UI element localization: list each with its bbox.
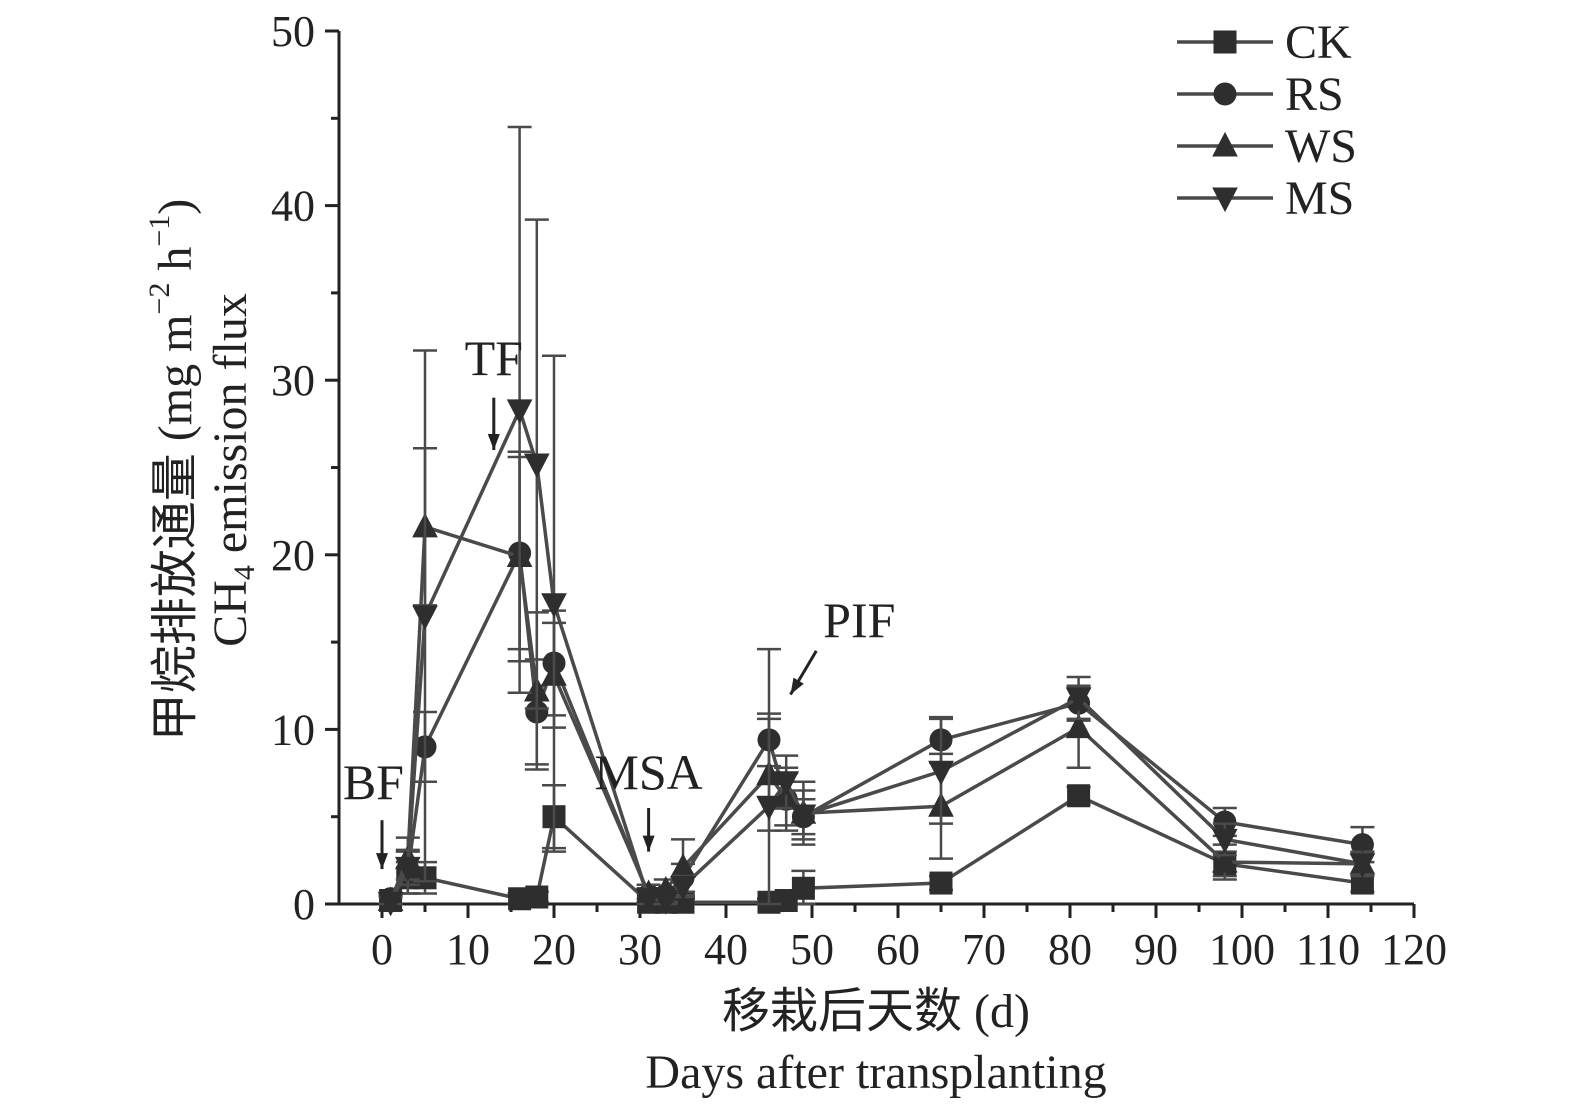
legend-marker bbox=[1213, 30, 1237, 54]
x-tick-label: 120 bbox=[1381, 925, 1447, 974]
data-point-ms bbox=[523, 453, 550, 479]
annotation-msa: MSA bbox=[594, 744, 703, 852]
legend-item-rs: RS bbox=[1177, 68, 1344, 121]
x-tick-label: 80 bbox=[1048, 925, 1092, 974]
legend-item-ms: MS bbox=[1177, 172, 1354, 225]
data-point-ck bbox=[791, 876, 815, 900]
data-point-ms bbox=[928, 760, 954, 786]
y-axis-title-cn: 甲烷排放通量 (mg m−2 h−1) bbox=[143, 199, 202, 742]
annotation-arrowhead bbox=[642, 835, 655, 852]
data-point-ms bbox=[506, 399, 533, 424]
legend-marker bbox=[1212, 187, 1238, 213]
annotation-label: BF bbox=[343, 754, 404, 810]
y-axis-title-cn-text: 甲烷排放通量 (mg m bbox=[149, 315, 202, 742]
y-axis-title-en-rest: emission flux bbox=[204, 293, 257, 565]
data-point-ms bbox=[635, 888, 662, 913]
annotation-bf: BF bbox=[343, 754, 404, 870]
y-axis-title-sup2: −1 bbox=[143, 215, 176, 247]
x-tick-label: 90 bbox=[1134, 925, 1178, 974]
series-layer bbox=[377, 125, 1376, 917]
y-axis-title-close: ) bbox=[149, 199, 202, 215]
x-tick-label: 60 bbox=[876, 925, 920, 974]
y-tick-label: 10 bbox=[271, 705, 315, 754]
data-point-ck bbox=[525, 885, 549, 909]
y-ticks: 0 10 20 30 40 50 bbox=[271, 7, 339, 929]
legend-marker bbox=[1212, 131, 1238, 157]
data-point-ms bbox=[670, 876, 696, 901]
x-tick-label: 0 bbox=[371, 925, 393, 974]
data-point-ms bbox=[1065, 687, 1092, 713]
annotation-arrowhead bbox=[487, 434, 500, 451]
x-tick-label: 110 bbox=[1296, 925, 1360, 974]
x-axis-title-cn: 移栽后天数 (d) bbox=[722, 985, 1030, 1038]
y-tick-label: 40 bbox=[271, 182, 315, 231]
legend-item-ws: WS bbox=[1177, 120, 1357, 173]
y-axis-title-mid: h bbox=[149, 247, 202, 283]
annotation-layer: BF TF MSA PIF bbox=[343, 330, 895, 870]
annotation-tf: TF bbox=[465, 330, 523, 451]
legend-item-ck: CK bbox=[1177, 16, 1352, 69]
annotation-arrowhead bbox=[376, 853, 388, 870]
y-tick-label: 0 bbox=[293, 880, 315, 929]
y-tick-label: 50 bbox=[271, 7, 315, 56]
data-point-ck bbox=[774, 889, 798, 913]
data-point-ms bbox=[541, 593, 567, 618]
x-ticks: 0 10 20 30 40 50 60 70 80 90 100 110 120 bbox=[371, 904, 1447, 974]
annotation-label: TF bbox=[465, 330, 523, 386]
data-point-ms bbox=[412, 605, 438, 630]
annotation-label: MSA bbox=[594, 744, 702, 800]
series-line-rs bbox=[389, 546, 1363, 900]
data-point-ms bbox=[1211, 828, 1238, 854]
data-point-ms bbox=[790, 804, 817, 830]
data-point-ms bbox=[394, 856, 421, 882]
annotation-arrowhead bbox=[790, 677, 804, 695]
x-axis-title-en: Days after transplanting bbox=[645, 1046, 1106, 1099]
y-axis-title-en: CH4 emission flux bbox=[204, 293, 261, 647]
data-point-ck bbox=[1067, 784, 1091, 808]
legend-label: CK bbox=[1285, 16, 1352, 69]
y-axis-title-en-ch: CH bbox=[204, 580, 257, 647]
y-axis-title-en-sub: 4 bbox=[228, 565, 261, 580]
y-axis-title-sup1: −2 bbox=[143, 283, 176, 315]
data-point-ms bbox=[377, 891, 404, 917]
legend-label: MS bbox=[1285, 172, 1354, 225]
x-tick-label: 30 bbox=[618, 925, 662, 974]
data-point-ck bbox=[929, 871, 953, 895]
x-tick-label: 50 bbox=[790, 925, 834, 974]
y-tick-label: 20 bbox=[271, 531, 315, 580]
series-ms bbox=[377, 125, 1376, 917]
legend-label: RS bbox=[1285, 68, 1344, 121]
legend-marker bbox=[1213, 82, 1237, 106]
data-point-ms bbox=[773, 771, 800, 796]
y-tick-label: 30 bbox=[271, 356, 315, 405]
x-tick-label: 10 bbox=[446, 925, 490, 974]
x-tick-label: 100 bbox=[1209, 925, 1275, 974]
annotation-pif: PIF bbox=[789, 592, 895, 696]
annotation-label: PIF bbox=[823, 592, 895, 648]
x-tick-label: 70 bbox=[962, 925, 1006, 974]
y-axis-title: 甲烷排放通量 (mg m−2 h−1) CH4 emission flux bbox=[143, 199, 261, 742]
x-tick-label: 40 bbox=[704, 925, 748, 974]
data-point-ms bbox=[756, 795, 782, 821]
plot-area: 0 10 20 30 40 50 60 70 80 90 100 110 120 0 10 20 30 40 50… bbox=[271, 7, 1447, 974]
data-point-ms bbox=[652, 890, 679, 915]
data-point-ws bbox=[1211, 848, 1238, 873]
data-point-ms bbox=[1349, 853, 1376, 878]
x-tick-label: 20 bbox=[532, 925, 576, 974]
legend-label: WS bbox=[1285, 120, 1357, 173]
data-point-ws bbox=[1065, 713, 1092, 739]
